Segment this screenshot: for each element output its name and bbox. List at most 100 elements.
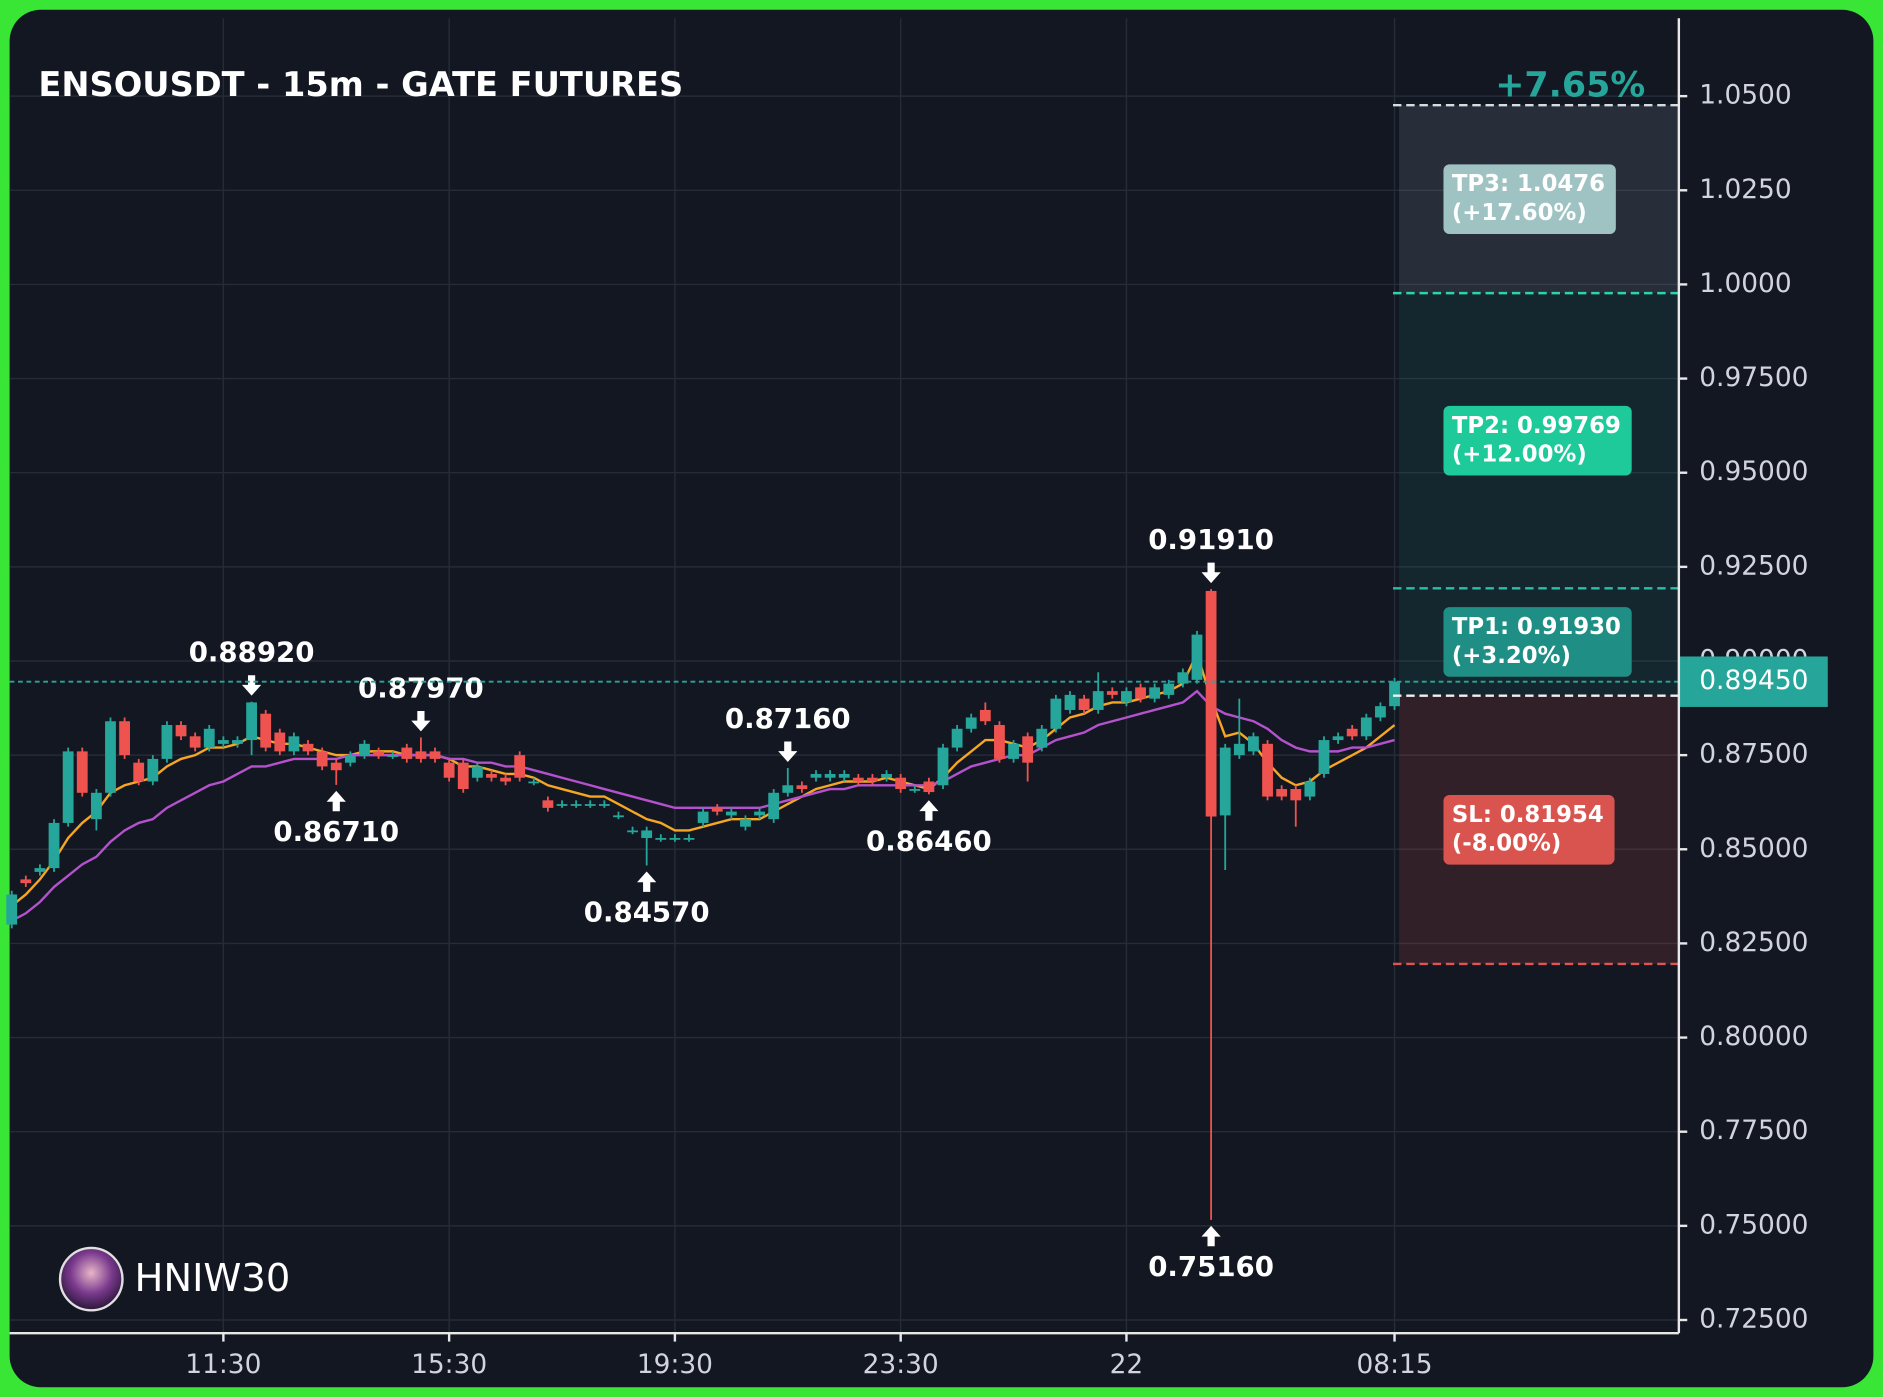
candle-body: [48, 822, 60, 869]
candle-body: [105, 721, 116, 793]
candle-body: [979, 709, 991, 722]
candle-body: [697, 811, 709, 823]
candle-body: [1219, 747, 1231, 816]
candle-body: [1149, 687, 1161, 699]
y-tick-label: 1.0250: [1699, 174, 1791, 205]
annotation-label: 0.87160: [725, 702, 851, 735]
candle-body: [232, 740, 243, 744]
candle-body: [881, 773, 892, 778]
candle-body: [1318, 740, 1330, 774]
candle-body: [598, 804, 610, 806]
candle-body: [90, 792, 102, 820]
candle-body: [1064, 694, 1076, 710]
candle-body: [584, 804, 596, 806]
y-tick-label: 1.0500: [1699, 80, 1791, 111]
candle-body: [852, 777, 864, 782]
candle-body: [796, 785, 808, 790]
level-box: [1443, 164, 1616, 234]
annotation-arrow: [919, 800, 939, 821]
level-label: TP1: 0.91930: [1452, 614, 1621, 640]
candle-body: [387, 755, 399, 757]
candle-body: [1121, 691, 1132, 703]
annotation-label: 0.84570: [584, 896, 710, 929]
candle-body: [316, 751, 328, 767]
candle-body: [683, 837, 695, 840]
last-price-label: 0.89450: [1699, 665, 1808, 696]
level-box: [1443, 794, 1615, 865]
candle-body: [838, 773, 850, 778]
annotation-arrow: [778, 741, 798, 762]
candle-body: [1036, 728, 1048, 748]
candle-body: [457, 762, 469, 790]
candle-body: [302, 743, 314, 752]
candle-body: [1375, 706, 1386, 718]
candle-body: [1163, 683, 1175, 695]
candle-body: [725, 811, 737, 816]
x-tick-label: 19:30: [637, 1349, 713, 1380]
overlay: 0.72500 0.75000 0.77500 0.80000 0.82500 0.850…: [9, 80, 1828, 1380]
candle-body: [119, 721, 130, 756]
annotation-arrow: [1201, 1225, 1221, 1247]
candle-body: [613, 815, 624, 818]
annotation-label: 0.88920: [189, 636, 315, 669]
level-label: TP3: 1.0476: [1452, 171, 1605, 197]
candle-body: [373, 751, 384, 756]
candle-body: [923, 781, 935, 793]
annotation-label: 0.86460: [866, 824, 992, 857]
candle-body: [1135, 687, 1146, 699]
x-tick-label: 11:30: [185, 1349, 261, 1380]
candle-body: [1304, 781, 1316, 797]
candle-body: [1078, 698, 1090, 710]
level-note: (+17.60%): [1452, 200, 1587, 226]
level-note: (+12.00%): [1452, 442, 1587, 468]
candle-body: [711, 807, 723, 812]
annotation-arrow: [637, 871, 657, 892]
candle-body: [500, 777, 511, 782]
candle-body: [1290, 789, 1302, 801]
candle-body: [542, 800, 554, 808]
level-label: TP2: 0.99769: [1452, 413, 1621, 439]
annotation-label: 0.86710: [273, 815, 399, 848]
candle-body: [76, 751, 88, 793]
candle-body: [895, 777, 907, 790]
candle-body: [951, 728, 963, 748]
x-tick-label: 08:15: [1356, 1349, 1432, 1380]
level-box: [1443, 607, 1632, 677]
candle-body: [415, 751, 427, 759]
candle-body: [994, 725, 1005, 759]
candle-body: [486, 773, 497, 778]
candle-body: [514, 755, 526, 778]
annotation-label: 0.75160: [1148, 1250, 1274, 1283]
candle-body: [768, 792, 780, 820]
candle-body: [810, 773, 822, 778]
candle-body: [570, 804, 582, 806]
candle-body: [260, 713, 272, 748]
candle-body: [782, 785, 794, 793]
candle-body: [344, 755, 356, 763]
plot: [6, 589, 1400, 1220]
candle-body: [288, 736, 300, 752]
candle-body: [627, 830, 638, 833]
candle-body: [528, 781, 540, 784]
avatar: [58, 1246, 124, 1312]
candle-body: [1276, 789, 1288, 797]
candle-body: [1008, 743, 1019, 759]
annotation-arrow: [411, 711, 431, 732]
candle-body: [937, 747, 949, 786]
candle-body: [443, 762, 455, 778]
candle-body: [203, 728, 215, 748]
x-tick-label: 22: [1110, 1349, 1144, 1380]
candle-body: [1050, 698, 1062, 729]
candle-body: [740, 819, 751, 827]
candle-body: [274, 732, 286, 752]
candle-body: [1177, 672, 1189, 684]
candle-body: [20, 879, 32, 884]
candle-body: [217, 740, 229, 744]
candle-body: [1248, 736, 1259, 752]
candle-body: [909, 789, 921, 791]
candle-body: [175, 725, 187, 737]
last-price-tag: [1678, 656, 1828, 707]
candle-body: [6, 894, 18, 925]
level-label: SL: 0.81954: [1452, 802, 1604, 828]
